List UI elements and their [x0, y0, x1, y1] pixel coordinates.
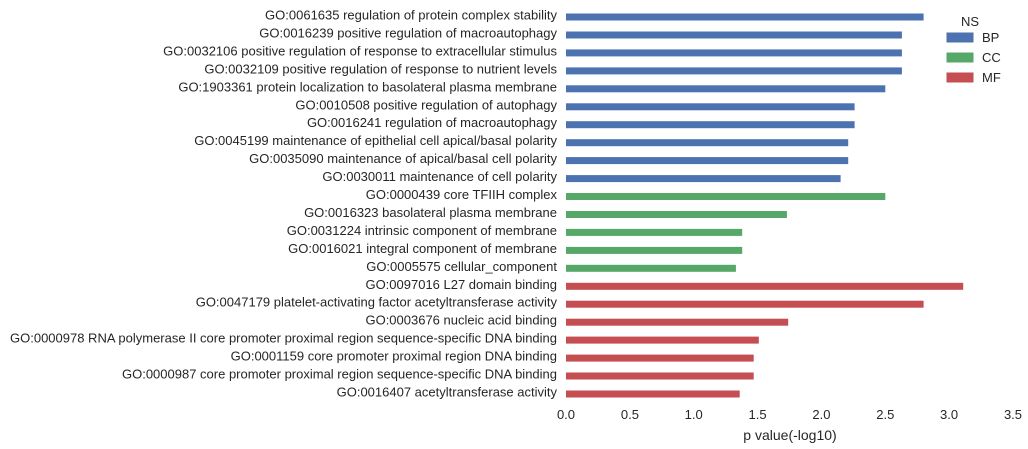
category-label-9: GO:0035090 maintenance of apical/basal c… [249, 151, 557, 166]
category-label-15: GO:0005575 cellular_component [366, 259, 557, 274]
legend-swatch-cc [945, 51, 975, 64]
category-label-17: GO:0047179 platelet-activating factor ac… [196, 295, 558, 310]
category-label-12: GO:0016323 basolateral plasma membrane [304, 205, 557, 220]
category-label-6: GO:0010508 positive regulation of autoph… [295, 97, 557, 112]
bar-5 [566, 85, 886, 93]
bar-10 [566, 175, 841, 183]
bar-7 [566, 121, 855, 129]
legend-title: NS [961, 14, 979, 29]
category-label-22: GO:0016407 acetyltransferase activity [337, 385, 558, 400]
bar-2 [566, 31, 902, 39]
category-label-10: GO:0030011 maintenance of cell polarity [322, 169, 557, 184]
x-tick-2.5: 2.5 [876, 407, 894, 422]
category-label-7: GO:0016241 regulation of macroautophagy [307, 115, 558, 130]
bar-1 [566, 13, 924, 21]
category-label-19: GO:0000978 RNA polymerase II core promot… [10, 331, 557, 346]
category-label-11: GO:0000439 core TFIIH complex [366, 187, 558, 202]
category-labels: GO:0061635 regulation of protein complex… [10, 8, 558, 400]
legend-label-bp: BP [982, 30, 999, 45]
bar-13 [566, 228, 743, 236]
bar-15 [566, 264, 736, 272]
legend-label-mf: MF [982, 70, 1001, 85]
legend-swatch-bp [945, 31, 975, 44]
x-tick-3.0: 3.0 [940, 407, 958, 422]
bar-18 [566, 318, 789, 326]
x-axis-ticks: 0.0 0.5 1.0 1.5 2.0 2.5 3.0 3.5 [557, 407, 1022, 422]
bar-8 [566, 139, 849, 147]
category-label-5: GO:1903361 protein localization to basol… [178, 79, 557, 94]
bar-12 [566, 211, 787, 218]
category-label-2: GO:0016239 positive regulation of macroa… [259, 26, 557, 41]
bar-22 [566, 390, 740, 398]
legend-swatch-mf [945, 71, 975, 84]
bar-14 [566, 246, 743, 254]
bar-19 [566, 336, 759, 344]
bar-20 [566, 354, 754, 362]
bars-group [566, 13, 964, 398]
category-label-3: GO:0032106 positive regulation of respon… [163, 43, 557, 58]
bar-16 [566, 282, 964, 290]
category-label-4: GO:0032109 positive regulation of respon… [204, 61, 557, 76]
bar-9 [566, 157, 849, 165]
category-label-20: GO:0001159 core promoter proximal region… [231, 349, 557, 364]
category-label-1: GO:0061635 regulation of protein complex… [265, 8, 557, 23]
bar-3 [566, 49, 902, 57]
bar-17 [566, 300, 924, 308]
category-label-21: GO:0000987 core promoter proximal region… [122, 367, 557, 382]
category-label-18: GO:0003676 nucleic acid binding [365, 313, 557, 328]
bar-21 [566, 372, 754, 380]
x-tick-1.0: 1.0 [685, 407, 703, 422]
bar-11 [566, 193, 886, 200]
x-tick-2.0: 2.0 [812, 407, 830, 422]
bar-4 [566, 67, 902, 75]
category-label-13: GO:0031224 intrinsic component of membra… [287, 223, 557, 238]
category-label-8: GO:0045199 maintenance of epithelial cel… [194, 133, 557, 148]
x-axis-title: p value(-log10) [743, 427, 836, 443]
x-tick-3.5: 3.5 [1004, 407, 1022, 422]
legend-label-cc: CC [982, 50, 1001, 65]
x-tick-0.0: 0.0 [557, 407, 575, 422]
bar-6 [566, 103, 855, 111]
category-label-16: GO:0097016 L27 domain binding [365, 277, 557, 292]
x-tick-1.5: 1.5 [749, 407, 767, 422]
x-tick-0.5: 0.5 [621, 407, 639, 422]
legend: NS BP CC MF [945, 14, 1001, 85]
category-label-14: GO:0016021 integral component of membran… [288, 241, 557, 256]
